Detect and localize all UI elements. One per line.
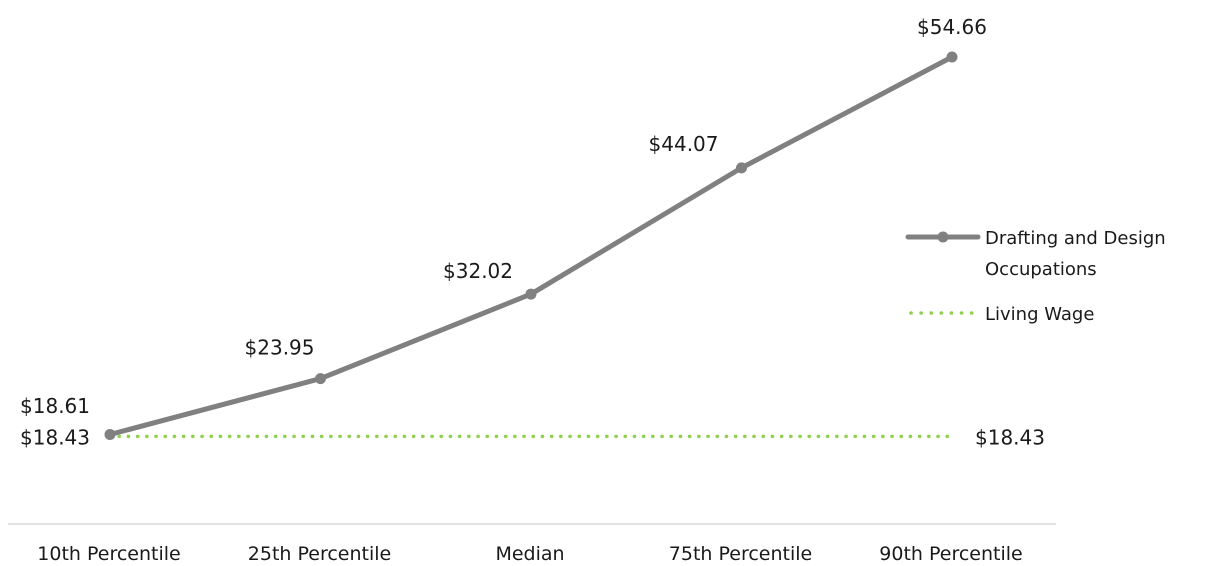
occupation-data-label: $54.66 bbox=[917, 15, 987, 39]
x-axis-ticks: 10th Percentile 25th Percentile Median 75th… bbox=[37, 543, 1022, 565]
x-tick-label: 10th Percentile bbox=[37, 543, 180, 565]
occupation-data-label: $32.02 bbox=[443, 259, 513, 283]
occupation-series bbox=[104, 51, 958, 440]
occupation-data-label: $23.95 bbox=[245, 336, 315, 360]
legend-label-occupations-line2: Occupations bbox=[985, 259, 1097, 280]
legend: Drafting and Design Occupations Living W… bbox=[905, 228, 1166, 325]
legend-label-occupations-line1: Drafting and Design bbox=[985, 228, 1166, 249]
occupation-point bbox=[315, 373, 326, 385]
legend-marker-occupations bbox=[937, 231, 949, 243]
occupation-point bbox=[525, 288, 537, 300]
data-labels: $18.61 $23.95 $32.02 $44.07 $54.66 $18.43 $18.… bbox=[20, 15, 1045, 449]
x-tick-label: 75th Percentile bbox=[669, 543, 812, 565]
legend-label-living-wage: Living Wage bbox=[985, 304, 1094, 325]
occupation-point bbox=[104, 429, 116, 440]
x-tick-label: 25th Percentile bbox=[248, 543, 391, 565]
occupation-point bbox=[946, 51, 958, 63]
living-wage-end-label: $18.43 bbox=[975, 425, 1045, 449]
x-tick-label: 90th Percentile bbox=[879, 543, 1022, 565]
living-wage-start-label: $18.43 bbox=[20, 425, 90, 449]
occupation-data-label: $44.07 bbox=[649, 132, 719, 156]
occupation-line bbox=[107, 54, 955, 437]
x-tick-label: Median bbox=[495, 543, 564, 565]
occupation-point bbox=[736, 162, 747, 174]
occupation-data-label: $18.61 bbox=[20, 394, 90, 418]
